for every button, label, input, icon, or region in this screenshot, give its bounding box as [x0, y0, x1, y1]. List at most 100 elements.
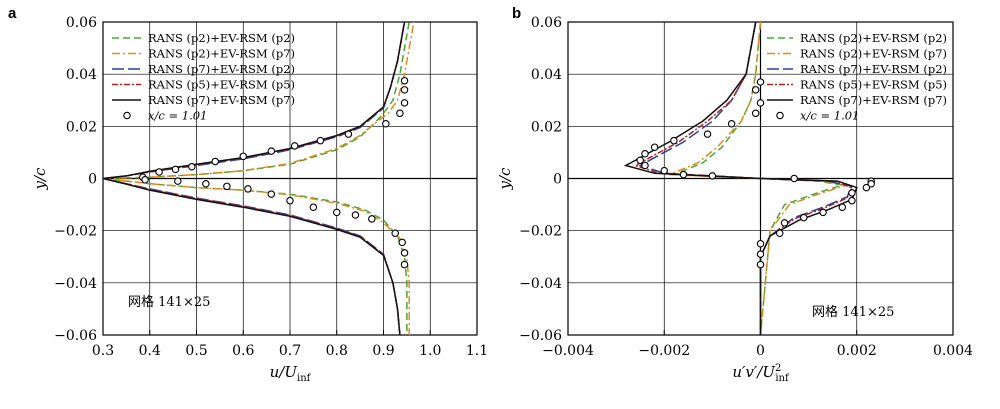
series-line: [103, 22, 410, 180]
series-line: [103, 177, 410, 335]
x-tick-label: 0.9: [372, 343, 394, 359]
x-tick-label: 0.6: [232, 343, 254, 359]
data-marker: [309, 203, 318, 211]
data-marker: [400, 99, 409, 107]
data-marker: [727, 119, 736, 128]
series-line: [103, 22, 415, 180]
data-marker: [641, 149, 649, 158]
x-tick-label: 1.1: [466, 343, 488, 359]
y-tick-label: 0: [88, 172, 97, 188]
data-marker: [819, 208, 827, 217]
data-marker: [848, 196, 856, 205]
panel-letter: b: [512, 5, 521, 22]
data-marker: [141, 176, 149, 184]
data-marker: [756, 239, 765, 248]
x-tick-label: −0.004: [542, 343, 594, 359]
data-marker: [790, 174, 798, 183]
data-marker: [290, 142, 299, 150]
x-axis-label: u/Uinf: [270, 363, 312, 384]
legend-label: RANS (p5)+EV-RSM (p5): [148, 78, 295, 92]
data-marker: [400, 76, 409, 85]
x-tick-label: 0.004: [933, 343, 973, 359]
panel-letter: a: [8, 5, 17, 22]
legend-label: RANS (p7)+EV-RSM (p7): [148, 93, 295, 107]
y-tick-label: 0.04: [66, 67, 97, 83]
data-marker: [171, 165, 180, 174]
data-marker: [756, 78, 765, 86]
data-marker: [351, 211, 360, 219]
data-marker: [660, 166, 668, 175]
data-marker: [267, 190, 276, 198]
data-marker: [368, 215, 376, 223]
data-marker: [708, 172, 717, 180]
data-marker: [751, 86, 760, 94]
legend-marker: [776, 111, 784, 120]
data-marker: [244, 185, 252, 193]
legend-label: RANS (p2)+EV-RSM (p7): [148, 47, 295, 61]
data-marker: [174, 177, 182, 185]
legend-label: RANS (p2)+EV-RSM (p7): [800, 47, 947, 61]
x-tick-label: 1.0: [419, 343, 441, 359]
legend-label: RANS (p7)+EV-RSM (p7): [800, 93, 947, 107]
data-marker: [286, 196, 294, 205]
chart-panel-a: a 0.3 0.4 0.5 0.6 0.7 0.8 0.9 1.0 1.1 0.06 0.04 0.02…: [8, 5, 488, 384]
legend-marker-label: x/c = 1.01: [148, 109, 207, 123]
y-tick-label: 0.02: [66, 119, 97, 135]
data-marker: [862, 183, 871, 192]
data-marker: [756, 99, 765, 107]
data-marker: [239, 152, 248, 161]
data-marker: [316, 136, 325, 145]
data-marker: [332, 208, 341, 217]
data-marker: [838, 203, 847, 211]
data-marker: [396, 109, 404, 118]
y-tick-label: −0.06: [54, 328, 97, 344]
x-tick-label: −0.002: [638, 343, 690, 359]
y-tick-label: 0.04: [531, 67, 562, 83]
x-tick-label: 0.4: [139, 343, 161, 359]
series-line: [103, 177, 401, 335]
y-tick-label: 0.06: [531, 15, 562, 31]
x-tick-label: 0.5: [185, 343, 207, 359]
data-marker: [400, 86, 409, 94]
data-marker: [400, 260, 409, 269]
x-tick-label: 0: [756, 343, 765, 359]
data-marker: [703, 130, 712, 138]
grid-annotation: 网格 141×25: [128, 294, 210, 310]
data-marker: [751, 109, 760, 118]
y-tick-label: −0.04: [54, 276, 97, 292]
data-marker: [398, 238, 406, 247]
y-tick-label: −0.04: [519, 276, 562, 292]
data-marker: [223, 182, 231, 191]
grid-annotation: 网格 141×25: [812, 304, 894, 320]
data-marker: [650, 143, 659, 151]
data-marker: [211, 157, 219, 166]
data-marker: [756, 250, 765, 258]
y-tick-label: −0.02: [54, 224, 97, 240]
y-tick-label: −0.06: [519, 328, 562, 344]
data-marker: [155, 168, 163, 176]
series-line: [103, 22, 406, 180]
legend-label: RANS (p7)+EV-RSM (p2): [800, 62, 947, 76]
legend-marker: [123, 111, 131, 120]
data-marker: [800, 213, 808, 222]
x-tick-label: 0.8: [326, 343, 348, 359]
legend-label: RANS (p2)+EV-RSM (p2): [148, 31, 295, 45]
data-marker: [344, 130, 353, 138]
data-marker: [400, 249, 409, 257]
data-marker: [641, 161, 649, 170]
y-tick-label: 0.02: [531, 119, 562, 135]
data-marker: [391, 229, 399, 238]
y-axis-label: y/c: [496, 167, 514, 191]
data-marker: [188, 163, 196, 171]
data-marker: [780, 219, 789, 227]
data-marker: [756, 260, 765, 269]
data-marker: [382, 119, 390, 128]
series-line: [623, 22, 858, 335]
data-marker: [670, 136, 678, 145]
legend-label: RANS (p5)+EV-RSM (p5): [800, 78, 947, 92]
data-marker: [775, 229, 784, 238]
x-axis-label: u′v′/U2 inf: [732, 363, 790, 384]
x-tick-label: 0.3: [92, 343, 114, 359]
y-tick-label: 0: [553, 172, 562, 188]
